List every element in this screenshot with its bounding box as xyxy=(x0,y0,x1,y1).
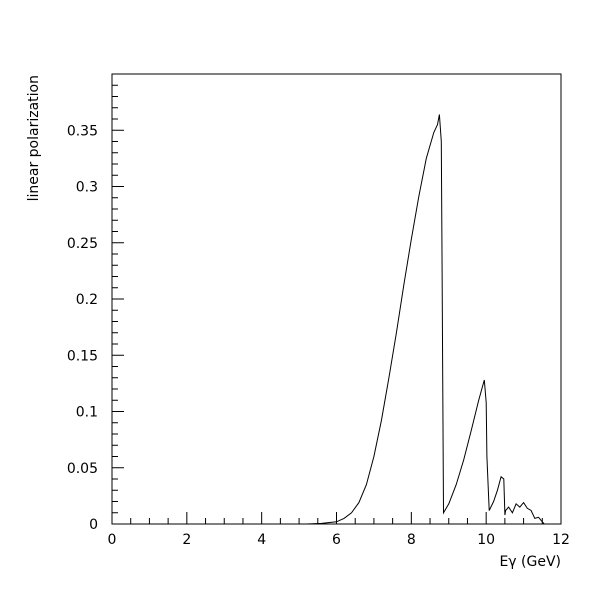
x-axis-tick-labels: 0 2 4 6 8 10 12 xyxy=(108,532,570,548)
x-tick-label: 10 xyxy=(477,532,495,548)
y-axis-tick-labels: 0 0.05 0.1 0.15 0.2 0.25 0.3 0.35 xyxy=(67,123,98,533)
y-tick-label: 0.1 xyxy=(76,405,98,421)
series-line xyxy=(306,114,545,525)
x-axis-label: Eγ (GeV) xyxy=(499,554,561,570)
y-tick-label: 0.05 xyxy=(67,461,98,477)
y-tick-label: 0.3 xyxy=(76,180,98,196)
y-tick-label: 0.35 xyxy=(67,123,98,139)
y-axis-ticks xyxy=(112,73,124,525)
x-tick-label: 4 xyxy=(257,532,266,548)
y-tick-label: 0.25 xyxy=(67,236,98,252)
y-tick-label: 0.2 xyxy=(76,292,98,308)
y-tick-label: 0.15 xyxy=(67,348,98,364)
x-tick-label: 8 xyxy=(407,532,416,548)
y-tick-label: 0 xyxy=(89,517,98,533)
x-axis-ticks xyxy=(111,512,562,524)
x-tick-label: 6 xyxy=(332,532,341,548)
x-tick-label: 0 xyxy=(108,532,117,548)
y-axis-label: linear polarization xyxy=(26,75,42,201)
x-tick-label: 2 xyxy=(182,532,191,548)
plot-frame xyxy=(111,73,562,525)
x-tick-label: 12 xyxy=(552,532,570,548)
